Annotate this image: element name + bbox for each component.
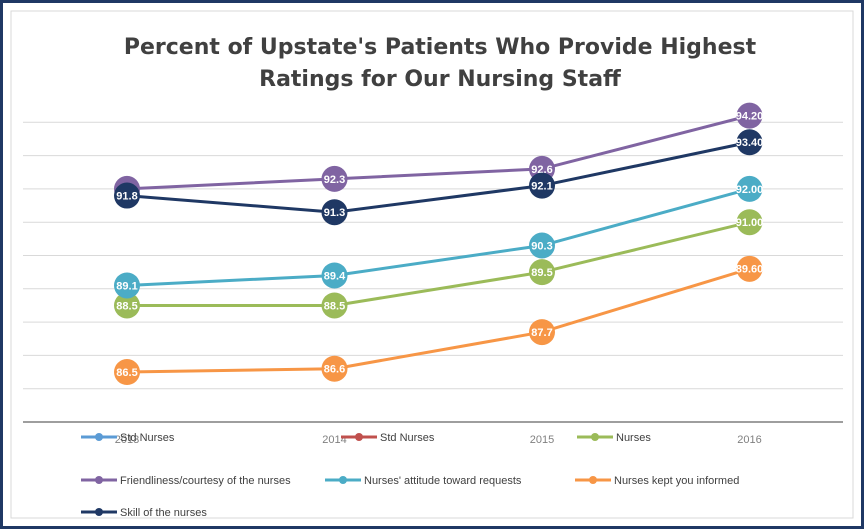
x-tick-label: 2014 [322, 434, 346, 446]
series-line [126, 114, 750, 191]
data-label: 92.6 [531, 164, 552, 176]
point-marker [736, 175, 763, 202]
legend-label: Std Nurses [120, 432, 175, 444]
x-tick-label: 2015 [530, 434, 554, 446]
point-marker [736, 209, 763, 236]
series-line [126, 267, 750, 374]
data-label: 92.1 [531, 180, 552, 192]
point-marker [321, 199, 348, 226]
point-marker [321, 262, 348, 289]
data-label: 94.20 [736, 111, 764, 123]
point-marker [114, 359, 140, 386]
data-label: 87.7 [531, 327, 552, 339]
point-marker [321, 355, 348, 382]
legend-swatch-marker [589, 476, 597, 484]
point-marker [736, 102, 763, 129]
point-marker [736, 129, 763, 156]
point-marker [529, 259, 555, 286]
chart: Percent of Upstate's Patients Who Provid… [10, 10, 854, 519]
data-label: 92.3 [324, 174, 345, 186]
point-marker [529, 232, 555, 259]
x-tick-label: 2016 [737, 434, 761, 446]
series-line [126, 140, 750, 214]
plot-frame [10, 10, 854, 519]
legend-label: Nurses' attitude toward requests [364, 475, 522, 487]
series-line [127, 220, 750, 307]
point-marker [114, 182, 140, 209]
data-label: 89.5 [531, 267, 552, 279]
legend-swatch-marker [95, 476, 103, 484]
legend-label: Friendliness/courtesy of the nurses [120, 475, 291, 487]
data-label: 88.5 [324, 300, 345, 312]
x-tick-label: 2013 [115, 434, 139, 446]
data-label: 86.6 [324, 364, 345, 376]
chart-title: Percent of Upstate's Patients Who Provid… [124, 35, 757, 60]
data-label: 90.3 [531, 240, 552, 252]
point-marker [114, 292, 140, 319]
data-label: 89.60 [736, 264, 764, 276]
data-label: 91.00 [736, 217, 764, 229]
legend-swatch-marker [339, 476, 347, 484]
legend-label: Nurses [616, 432, 651, 444]
legend-swatch-marker [95, 508, 103, 516]
chart-title: Ratings for Our Nursing Staff [259, 67, 622, 92]
point-marker [529, 319, 555, 346]
legend-swatch-marker [355, 433, 363, 441]
legend-label: Std Nurses [380, 432, 435, 444]
point-marker [114, 272, 140, 299]
point-marker [321, 165, 348, 192]
legend-label: Skill of the nurses [120, 507, 207, 519]
legend-swatch-marker [591, 433, 599, 441]
data-label: 89.4 [324, 270, 346, 282]
data-label: 92.00 [736, 184, 764, 196]
legend-label: Nurses kept you informed [614, 475, 739, 487]
data-label: 91.8 [116, 190, 137, 202]
point-marker [529, 172, 555, 199]
data-label: 93.40 [736, 137, 764, 149]
legend-swatch-marker [95, 433, 103, 441]
data-label: 89.1 [116, 280, 137, 292]
data-label: 86.5 [116, 367, 137, 379]
point-marker [321, 292, 348, 319]
series-line [126, 187, 750, 287]
data-label: 88.5 [116, 300, 137, 312]
data-label: 91.3 [324, 207, 345, 219]
point-marker [736, 255, 763, 282]
